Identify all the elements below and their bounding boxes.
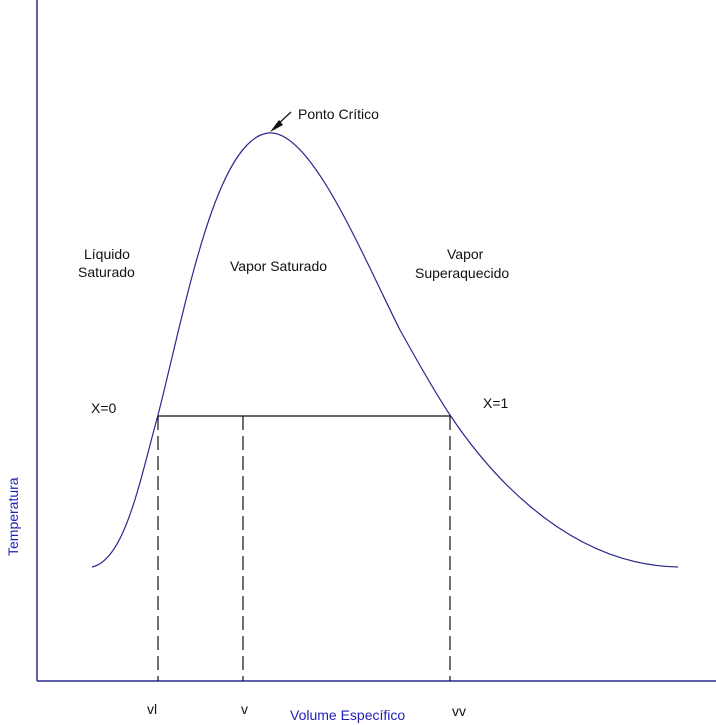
critical-point-label: Ponto Crítico bbox=[298, 106, 379, 122]
vapor-sup-label-2: Superaquecido bbox=[415, 265, 509, 281]
liquid-region-label-1: Líquido bbox=[84, 246, 130, 262]
saturation-curve bbox=[91, 132, 679, 568]
arrow-head-icon bbox=[270, 120, 283, 132]
liquid-region-label-2: Saturado bbox=[78, 264, 135, 280]
tick-label-v: v bbox=[241, 701, 248, 717]
y-axis-label: Temperatura bbox=[5, 477, 21, 556]
vapor-saturado-label: Vapor Saturado bbox=[230, 258, 327, 274]
tick-label-vl: vl bbox=[147, 701, 157, 717]
x1-label: X=1 bbox=[483, 395, 509, 411]
vapor-sup-label-1: Vapor bbox=[447, 246, 484, 262]
tick-label-vv: vv bbox=[452, 703, 466, 719]
x0-label: X=0 bbox=[91, 400, 117, 416]
x-axis-label: Volume Específico bbox=[290, 707, 405, 723]
